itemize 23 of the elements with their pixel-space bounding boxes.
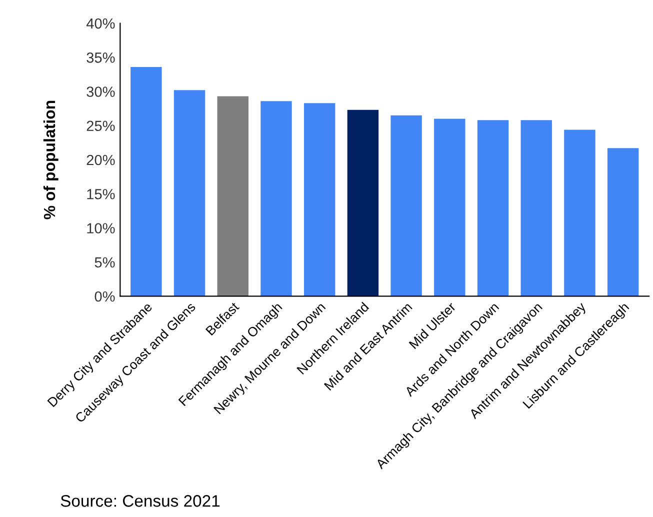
y-tick-label: 25%	[86, 120, 115, 132]
bar	[477, 120, 509, 296]
source-note: Source: Census 2021	[60, 495, 220, 507]
bar	[390, 115, 422, 296]
y-tick-label: 30%	[86, 86, 115, 97]
y-tick-label: 40%	[86, 18, 115, 29]
y-tick-label: 0%	[94, 291, 115, 302]
y-axis-title: % of population	[43, 100, 58, 220]
bar	[304, 103, 336, 296]
y-tick-label: 10%	[87, 223, 115, 234]
bar	[520, 120, 552, 296]
bar	[347, 110, 379, 296]
y-tick-label: 15%	[87, 189, 115, 200]
bar	[434, 118, 466, 296]
bar	[564, 130, 596, 296]
y-tick-label: 35%	[86, 52, 115, 63]
y-tick-label: 20%	[86, 154, 115, 166]
bar	[130, 66, 162, 296]
bar	[217, 96, 248, 296]
bar	[607, 148, 639, 296]
bar	[174, 90, 206, 296]
bar	[260, 101, 292, 296]
y-tick-label: 5%	[94, 257, 115, 268]
